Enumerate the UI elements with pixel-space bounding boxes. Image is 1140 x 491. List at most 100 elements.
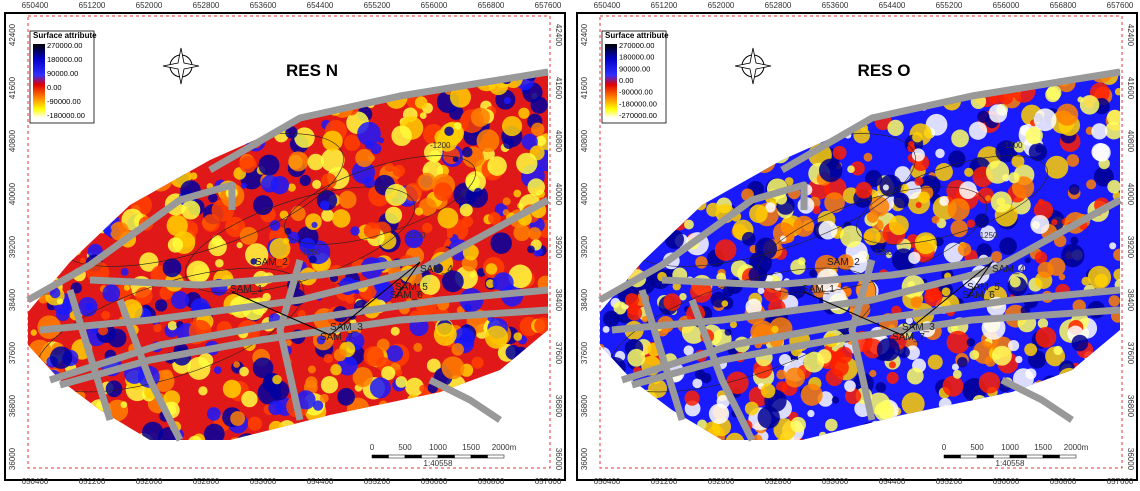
attribute-patch xyxy=(989,104,1008,123)
attribute-patch xyxy=(153,324,162,333)
y-tick-label: 38400 xyxy=(1126,289,1135,312)
attribute-patch xyxy=(855,182,872,199)
attribute-patch xyxy=(101,311,110,320)
attribute-patch xyxy=(487,156,507,176)
attribute-patch xyxy=(198,386,207,395)
attribute-patch xyxy=(288,151,308,171)
legend-label: -90000.00 xyxy=(47,97,81,106)
attribute-patch xyxy=(942,287,951,296)
legend-title: Surface attribute xyxy=(605,31,669,40)
scale-segment xyxy=(405,455,422,458)
attribute-patch xyxy=(684,220,694,230)
attribute-patch xyxy=(454,122,462,130)
x-tick-label: 656800 xyxy=(478,477,505,486)
attribute-patch xyxy=(429,150,441,162)
attribute-patch xyxy=(121,268,129,276)
legend-label: 90000.00 xyxy=(47,69,78,78)
legend-label: 0.00 xyxy=(619,76,634,85)
y-tick-label: 42400 xyxy=(580,23,589,46)
scale-segment xyxy=(455,455,472,458)
attribute-patch xyxy=(438,208,459,229)
x-tick-label: 652000 xyxy=(708,477,735,486)
attribute-patch xyxy=(187,261,210,284)
attribute-patch xyxy=(844,380,856,392)
scale-label: 1500 xyxy=(1034,443,1052,452)
attribute-patch xyxy=(776,370,786,380)
attribute-patch xyxy=(272,375,281,384)
attribute-patch xyxy=(939,196,949,206)
scale-label: 500 xyxy=(398,443,412,452)
map-title: RES O xyxy=(858,61,911,80)
x-tick-label: 651200 xyxy=(651,1,678,10)
attribute-patch xyxy=(364,177,375,188)
attribute-patch xyxy=(240,227,258,245)
legend-label: 90000.00 xyxy=(619,64,650,73)
attribute-patch xyxy=(1011,155,1024,168)
attribute-patch xyxy=(393,165,405,177)
attribute-patch xyxy=(321,209,334,222)
attribute-patch xyxy=(948,150,965,167)
attribute-patch xyxy=(395,369,402,376)
attribute-patch xyxy=(758,287,765,294)
attribute-patch xyxy=(528,178,545,195)
attribute-patch xyxy=(790,259,805,274)
well-label: SAM_2 xyxy=(255,257,288,268)
attribute-patch xyxy=(969,122,987,140)
attribute-patch xyxy=(1072,335,1089,352)
y-tick-label: 36000 xyxy=(580,447,589,470)
attribute-patch xyxy=(181,200,200,219)
map-panel: 6504006504006512006512006520006520006528… xyxy=(577,1,1137,486)
attribute-patch xyxy=(337,388,355,406)
attribute-patch xyxy=(1056,104,1078,126)
attribute-patch xyxy=(248,417,262,431)
attribute-patch xyxy=(715,239,737,261)
attribute-patch xyxy=(957,357,968,368)
contour-label: -1200 xyxy=(430,141,451,150)
attribute-patch xyxy=(418,173,436,191)
attribute-patch xyxy=(396,376,408,388)
x-tick-label: 656000 xyxy=(993,477,1020,486)
y-tick-label: 36800 xyxy=(8,394,17,417)
x-tick-label: 657600 xyxy=(1107,477,1134,486)
scale-label: 1000 xyxy=(429,443,447,452)
attribute-patch xyxy=(979,372,1001,394)
attribute-patch xyxy=(1045,87,1060,102)
attribute-patch xyxy=(370,377,391,398)
attribute-patch xyxy=(1051,219,1057,225)
contour-label: -1200 xyxy=(1002,141,1023,150)
y-tick-label: 36000 xyxy=(1126,448,1135,471)
attribute-patch xyxy=(928,355,943,370)
x-tick-label: 656800 xyxy=(1050,1,1077,10)
attribute-patch xyxy=(513,224,530,241)
x-tick-label: 651200 xyxy=(651,477,678,486)
attribute-patch xyxy=(321,376,338,393)
y-tick-label: 39200 xyxy=(580,235,589,258)
attribute-patch xyxy=(833,146,847,160)
attribute-patch xyxy=(793,216,814,237)
attribute-patch xyxy=(268,401,282,415)
attribute-patch xyxy=(864,228,881,245)
attribute-patch xyxy=(391,327,400,336)
attribute-patch xyxy=(444,126,454,136)
attribute-patch xyxy=(755,238,777,260)
y-tick-label: 40800 xyxy=(8,129,17,152)
attribute-patch xyxy=(1080,95,1099,114)
attribute-patch xyxy=(305,376,317,388)
attribute-patch xyxy=(847,165,855,173)
attribute-patch xyxy=(1008,172,1019,183)
attribute-patch xyxy=(887,372,899,384)
attribute-patch xyxy=(959,181,977,199)
x-tick-label: 653600 xyxy=(250,1,277,10)
attribute-patch xyxy=(953,370,962,379)
attribute-patch xyxy=(864,153,873,162)
attribute-patch xyxy=(434,323,457,346)
attribute-patch xyxy=(1030,215,1049,234)
scale-segment xyxy=(488,455,505,458)
attribute-patch xyxy=(239,367,249,377)
attribute-patch xyxy=(285,228,292,235)
attribute-patch xyxy=(807,410,814,417)
scale-segment xyxy=(961,455,978,458)
attribute-patch xyxy=(742,232,756,246)
attribute-patch xyxy=(721,300,728,307)
attribute-patch xyxy=(241,391,257,407)
